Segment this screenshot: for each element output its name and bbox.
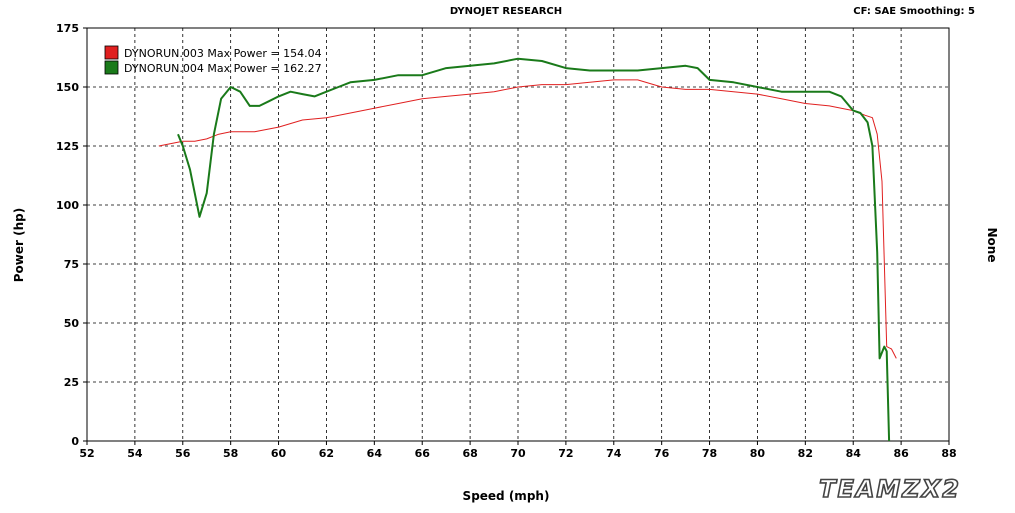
- x-tick-label: 66: [415, 447, 431, 460]
- series-line-run004: [177, 57, 891, 442]
- y-tick-label: 50: [64, 317, 80, 330]
- x-tick-label: 68: [462, 447, 477, 460]
- y-tick-label: 150: [56, 81, 79, 94]
- x-tick-label: 52: [79, 447, 94, 460]
- x-tick-label: 86: [893, 447, 909, 460]
- x-tick-label: 82: [798, 447, 813, 460]
- legend-swatch-run003: [104, 45, 119, 60]
- x-tick-label: 54: [127, 447, 143, 460]
- x-tick-label: 78: [702, 447, 717, 460]
- y-tick-label: 175: [56, 22, 79, 35]
- x-tick-label: 84: [846, 447, 862, 460]
- watermark-logo: TEAMZX2: [818, 474, 961, 504]
- x-axis-label: Speed (mph): [463, 489, 550, 503]
- x-tick-label: 72: [558, 447, 573, 460]
- x-tick-label: 62: [319, 447, 334, 460]
- x-tick-label: 88: [941, 447, 956, 460]
- y-tick-labels: 0 25 50 75 100 125 150 175: [56, 22, 79, 448]
- x-tick-label: 76: [654, 447, 670, 460]
- watermark-text: TEAMZX2: [819, 475, 961, 503]
- chart-settings: CF: SAE Smoothing: 5: [853, 6, 975, 17]
- y2-axis-label: None: [985, 228, 999, 263]
- x-tick-label: 70: [510, 447, 526, 460]
- y-tick-label: 0: [71, 435, 79, 448]
- x-tick-label: 60: [271, 447, 287, 460]
- x-tick-label: 56: [175, 447, 191, 460]
- legend: DYNORUN.003 Max Power = 154.04 DYNORUN.0…: [104, 45, 322, 75]
- y-tick-label: 100: [56, 199, 79, 212]
- x-tick-label: 64: [367, 447, 383, 460]
- chart-title: DYNOJET RESEARCH: [450, 6, 562, 17]
- x-tick-label: 58: [223, 447, 238, 460]
- y-tick-label: 75: [64, 258, 79, 271]
- grid: [83, 27, 950, 445]
- legend-entry-run004: DYNORUN.004 Max Power = 162.27: [124, 62, 322, 75]
- legend-entry-run003: DYNORUN.003 Max Power = 154.04: [124, 47, 322, 60]
- y-tick-label: 125: [56, 140, 79, 153]
- legend-swatch-run004: [104, 60, 119, 75]
- x-tick-label: 74: [606, 447, 622, 460]
- x-tick-label: 80: [750, 447, 766, 460]
- y-tick-label: 25: [64, 376, 79, 389]
- x-tick-labels: 52 54 56 58 60 62 64 66 68 70 72 74 76 78 80 82 84 86 88: [79, 447, 956, 460]
- y-axis-label: Power (hp): [12, 208, 26, 282]
- series-lines: [158, 57, 897, 442]
